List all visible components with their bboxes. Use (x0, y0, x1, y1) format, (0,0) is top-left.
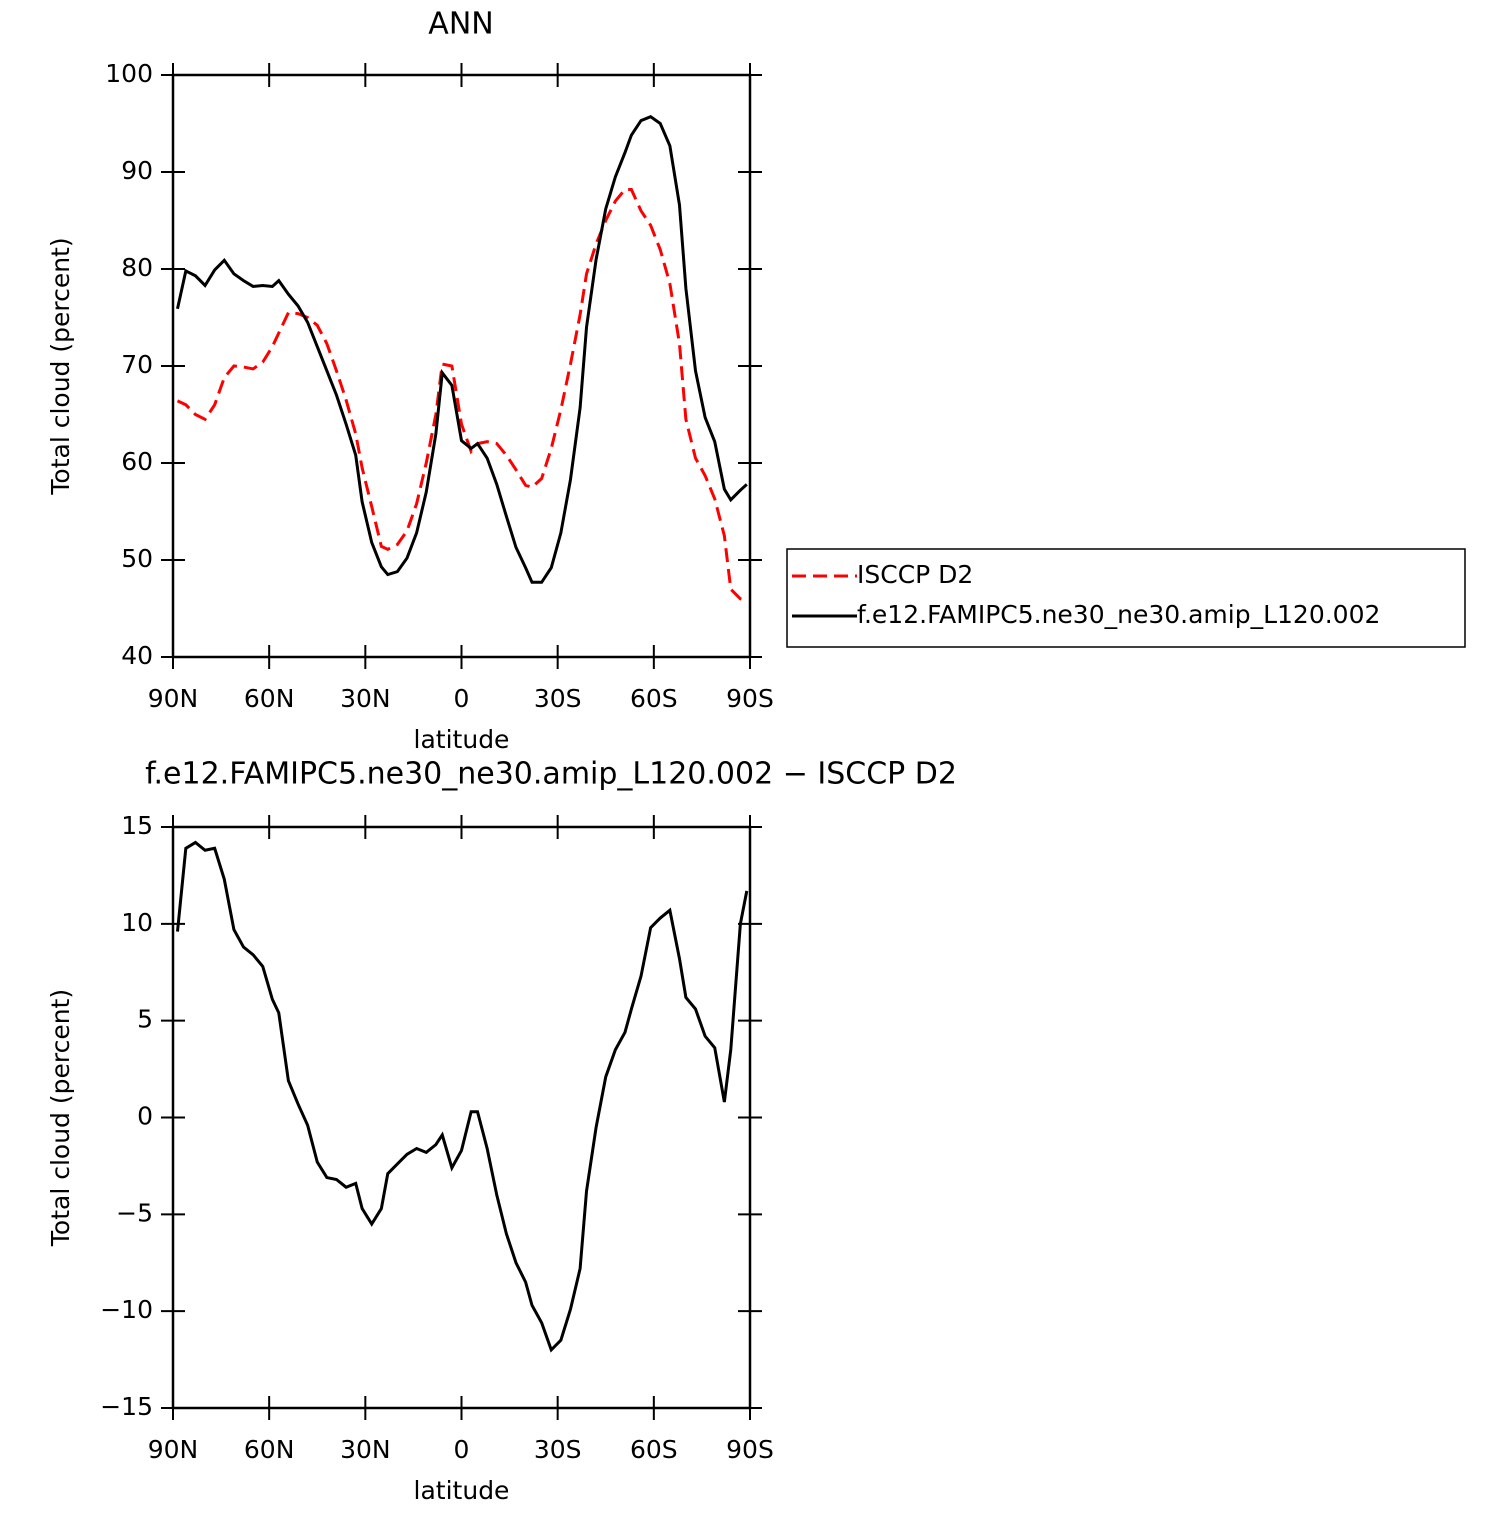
x-tick-label: 0 (454, 684, 470, 713)
y-tick-label: −10 (100, 1295, 153, 1324)
x-tick-label: 90N (148, 1435, 199, 1464)
y-tick-label: 40 (121, 641, 153, 670)
plot-frame (171, 73, 752, 659)
y-tick-label: 5 (137, 1005, 153, 1034)
x-tick-label: 90S (726, 684, 774, 713)
x-tick-label: 0 (454, 1435, 470, 1464)
y-tick-label: 15 (121, 811, 153, 840)
y-tick-label: 80 (121, 253, 153, 282)
x-tick-label: 30S (534, 684, 582, 713)
x-tick-label: 60S (630, 684, 678, 713)
y-tick-label: 50 (121, 544, 153, 573)
legend-label: ISCCP D2 (857, 560, 973, 589)
y-axis-label: Total cloud (percent) (46, 989, 75, 1247)
y-tick-label: −15 (100, 1392, 153, 1421)
y-tick-label: 70 (121, 350, 153, 379)
x-tick-label: 30N (340, 684, 391, 713)
y-tick-label: 0 (137, 1102, 153, 1131)
legend-label: f.e12.FAMIPC5.ne30_ne30.amip_L120.002 (857, 600, 1380, 629)
chart-title: f.e12.FAMIPC5.ne30_ne30.amip_L120.002 − … (145, 757, 957, 792)
y-axis-label: Total cloud (percent) (46, 237, 75, 495)
chart-title: ANN (428, 7, 493, 42)
x-axis-label: latitude (414, 725, 510, 754)
legend-box (786, 548, 1466, 648)
data-line (176, 187, 748, 603)
y-tick-label: 90 (121, 156, 153, 185)
x-axis-label: latitude (414, 1476, 510, 1505)
x-tick-label: 60S (630, 1435, 678, 1464)
x-tick-label: 60N (244, 684, 295, 713)
y-tick-label: 60 (121, 447, 153, 476)
data-line (175, 840, 749, 1353)
y-tick-label: 10 (121, 908, 153, 937)
plot-frame (171, 825, 752, 1410)
x-tick-label: 90S (726, 1435, 774, 1464)
x-tick-label: 30S (534, 1435, 582, 1464)
x-tick-label: 30N (340, 1435, 391, 1464)
y-tick-label: −5 (116, 1198, 153, 1227)
x-tick-label: 60N (244, 1435, 295, 1464)
x-tick-label: 90N (148, 684, 199, 713)
y-tick-label: 100 (105, 59, 153, 88)
data-line (176, 115, 748, 584)
